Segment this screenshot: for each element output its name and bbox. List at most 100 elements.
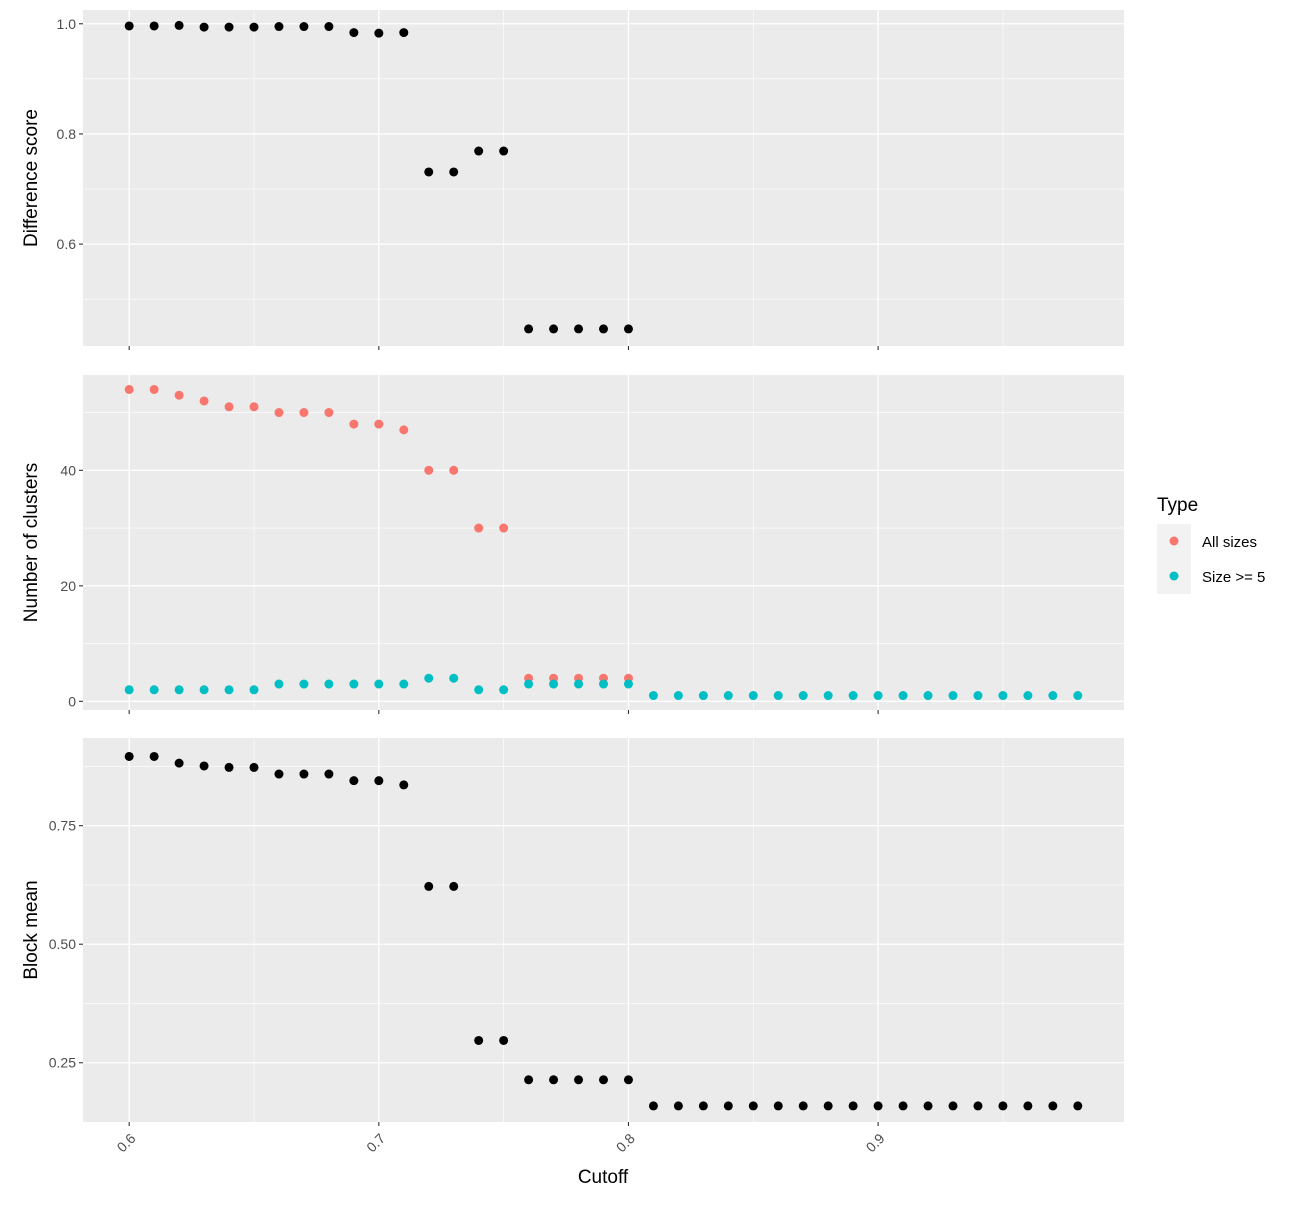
- data-point: [499, 1035, 509, 1045]
- panel-background: [83, 10, 1124, 346]
- data-point: [574, 679, 584, 689]
- data-point: [124, 751, 134, 761]
- data-point: [798, 691, 808, 701]
- data-point: [424, 167, 434, 177]
- data-point: [449, 465, 459, 475]
- y-tick-label: 0: [68, 693, 76, 709]
- data-point: [274, 769, 284, 779]
- panel-2: 0 20 40 Number of clusters: [21, 375, 1124, 714]
- data-point: [723, 1101, 733, 1111]
- data-point: [474, 685, 484, 695]
- data-point: [399, 780, 409, 790]
- y-tick-label: 40: [60, 462, 76, 478]
- data-point: [324, 408, 334, 418]
- data-point: [499, 146, 509, 156]
- data-point: [623, 324, 633, 334]
- data-point: [149, 21, 159, 31]
- data-point: [249, 22, 259, 32]
- data-point: [698, 691, 708, 701]
- data-point: [998, 691, 1008, 701]
- data-point: [374, 28, 384, 38]
- data-point: [1023, 691, 1033, 701]
- data-point: [224, 402, 234, 412]
- data-point: [199, 685, 209, 695]
- data-point: [274, 408, 284, 418]
- data-point: [349, 679, 359, 689]
- data-point: [249, 402, 259, 412]
- data-point: [823, 1101, 833, 1111]
- data-point: [174, 685, 184, 695]
- data-point: [998, 1101, 1008, 1111]
- data-point: [599, 1075, 608, 1085]
- data-point: [174, 390, 184, 400]
- data-point: [299, 22, 309, 32]
- data-point: [623, 679, 633, 689]
- legend-title: Type: [1157, 495, 1198, 516]
- data-point: [424, 465, 434, 475]
- legend-label-size-ge-5: Size >= 5: [1202, 569, 1265, 586]
- data-point: [923, 691, 933, 701]
- data-point: [499, 685, 509, 695]
- y-tick-label: 0.25: [49, 1055, 76, 1071]
- data-point: [1048, 691, 1058, 701]
- y-axis-title: Difference score: [21, 109, 42, 247]
- data-point: [199, 761, 209, 771]
- data-point: [948, 691, 958, 701]
- data-point: [249, 685, 259, 695]
- data-point: [199, 22, 209, 32]
- data-point: [374, 419, 384, 429]
- y-axis-title: Block mean: [21, 880, 42, 979]
- data-point: [549, 324, 559, 334]
- data-point: [274, 22, 284, 32]
- data-point: [648, 691, 658, 701]
- data-point: [549, 1075, 559, 1085]
- data-point: [524, 679, 534, 689]
- data-point: [748, 1101, 758, 1111]
- data-point: [149, 751, 159, 761]
- data-point: [299, 769, 309, 779]
- series-1: [124, 751, 1083, 1111]
- data-point: [124, 21, 134, 31]
- data-point: [873, 1101, 883, 1111]
- data-point: [873, 691, 883, 701]
- legend: Type All sizes Size >= 5: [1157, 495, 1265, 594]
- data-point: [174, 20, 184, 30]
- x-tick-label: 0.6: [114, 1130, 139, 1155]
- x-tick-label: 0.7: [363, 1130, 388, 1155]
- data-point: [673, 691, 683, 701]
- y-axis-title: Number of clusters: [21, 463, 42, 622]
- data-point: [1073, 1101, 1083, 1111]
- y-tick-label: 0.75: [49, 818, 76, 834]
- data-point: [574, 324, 584, 334]
- data-point: [923, 1101, 933, 1111]
- y-tick-label: 1.0: [57, 16, 77, 32]
- data-point: [299, 408, 309, 418]
- data-point: [499, 523, 509, 533]
- data-point: [299, 679, 309, 689]
- data-point: [124, 685, 134, 695]
- data-point: [898, 691, 908, 701]
- data-point: [848, 1101, 858, 1111]
- series-1: [124, 20, 633, 334]
- data-point: [723, 691, 733, 701]
- data-point: [399, 28, 409, 38]
- series-2: [124, 673, 1083, 701]
- data-point: [549, 679, 559, 689]
- data-point: [524, 1075, 534, 1085]
- data-point: [773, 1101, 783, 1111]
- data-point: [224, 685, 234, 695]
- data-point: [698, 1101, 708, 1111]
- data-point: [623, 1075, 633, 1085]
- data-point: [399, 425, 409, 435]
- data-point: [374, 679, 384, 689]
- y-tick-label: 20: [60, 578, 76, 594]
- x-tick-label: 0.9: [863, 1130, 888, 1155]
- data-point: [474, 523, 484, 533]
- data-point: [474, 146, 484, 156]
- legend-key-size-ge-5: [1169, 571, 1179, 581]
- data-point: [648, 1101, 658, 1111]
- data-point: [1073, 691, 1083, 701]
- legend-key-all-sizes: [1169, 536, 1179, 546]
- data-point: [474, 1035, 484, 1045]
